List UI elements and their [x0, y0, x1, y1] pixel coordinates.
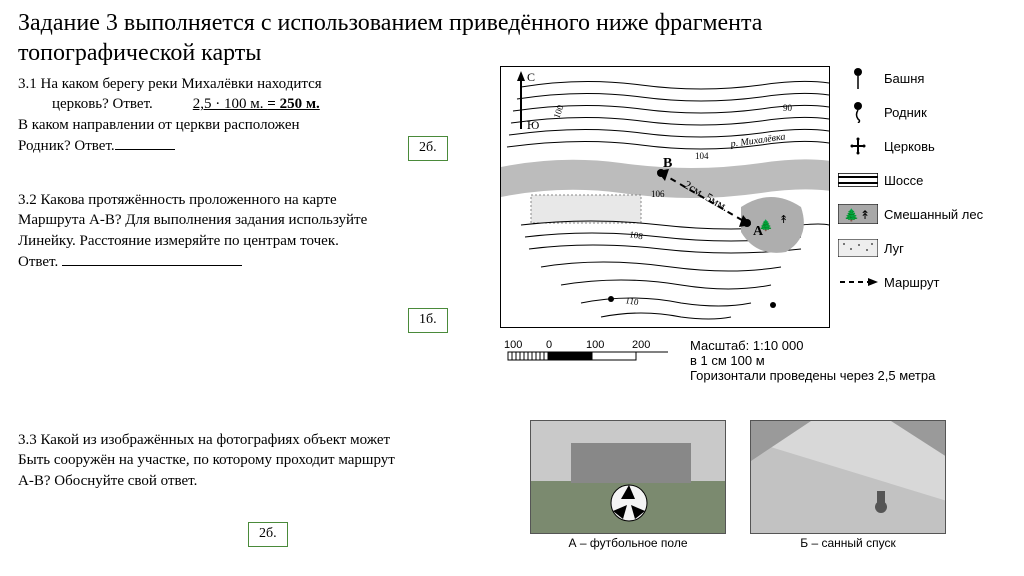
scale-text-1: Масштаб: 1:10 000	[690, 338, 935, 353]
svg-text:100: 100	[586, 339, 604, 351]
svg-text:↟: ↟	[779, 214, 788, 226]
q33-line2: Быть сооружён на участке, по которому пр…	[18, 450, 488, 470]
q31-line2: церковь? Ответ.2,5 · 100 м. = 250 м.	[52, 94, 473, 114]
q31-answer-b: = 250 м.	[267, 96, 320, 112]
photo-b-caption: Б – санный спуск	[750, 536, 946, 550]
compass-icon: С Ю	[517, 70, 539, 132]
mixed-forest-icon: 🌲↟	[838, 202, 878, 226]
photo-a-block: А – футбольное поле	[530, 420, 726, 550]
scale-area: 100 0 100 200 Масштаб: 1:10 000	[500, 338, 1010, 383]
q32-answer-blank	[62, 251, 242, 266]
river-label: р. Михалёвка	[729, 131, 786, 150]
score-box-q32: 1б.	[408, 308, 448, 333]
legend-route: Маршрут	[884, 275, 939, 290]
legend-spring: Родник	[884, 105, 927, 120]
tower-icon	[838, 66, 878, 90]
scale-bar: 100 0 100 200	[500, 338, 676, 371]
svg-text:108: 108	[629, 229, 645, 241]
exercise-title: Задание 3 выполняется с использованием п…	[18, 8, 778, 68]
svg-text:100: 100	[504, 339, 522, 351]
route-icon	[838, 270, 878, 294]
legend-forest: Смешанный лес	[884, 207, 983, 222]
svg-text:🌲: 🌲	[844, 208, 859, 222]
point-b-label: B	[663, 156, 672, 171]
legend-tower: Башня	[884, 71, 924, 86]
svg-text:90: 90	[783, 103, 793, 113]
q31-answer2-label: Родник? Ответ.	[18, 138, 115, 154]
q31-answer2-blank	[115, 135, 175, 150]
q31-line1: 3.1 На каком берегу реки Михалёвки наход…	[18, 74, 473, 94]
compass-s-label: Ю	[527, 118, 539, 132]
compass-n-label: С	[527, 70, 535, 84]
score-box-q31: 2б.	[408, 136, 448, 161]
svg-text:0: 0	[546, 339, 552, 351]
svg-text:110: 110	[625, 295, 640, 307]
q31-line4: Родник? Ответ.	[18, 135, 473, 156]
map-legend: Башня Родник Церковь Шоссе 🌲↟ Смешанный …	[838, 66, 1008, 304]
topographic-map: 🌲 ↟ С Ю B A 2см. 5мм. р. М	[500, 66, 830, 328]
question-3-1: 3.1 На каком берегу реки Михалёвки наход…	[18, 74, 473, 156]
q33-line1: 3.3 Какой из изображённых на фотографиях…	[18, 430, 488, 450]
q33-line3: А-В? Обоснуйте свой ответ.	[18, 471, 488, 491]
meadow-patch	[531, 195, 641, 223]
q32-line4: Ответ.	[18, 251, 473, 272]
q31-answer-label: церковь? Ответ.	[52, 96, 153, 112]
legend-meadow: Луг	[884, 241, 904, 256]
meadow-icon	[838, 236, 878, 260]
legend-church: Церковь	[884, 139, 935, 154]
svg-text:106: 106	[651, 189, 665, 199]
svg-text:104: 104	[695, 151, 709, 161]
photo-b	[750, 420, 946, 534]
svg-text:200: 200	[632, 339, 650, 351]
question-3-3: 3.3 Какой из изображённых на фотографиях…	[18, 430, 488, 491]
scale-text-2: в 1 см 100 м	[690, 353, 935, 368]
q32-answer-label: Ответ.	[18, 254, 62, 270]
point-a-label: A	[753, 224, 764, 239]
photo-a-caption: А – футбольное поле	[530, 536, 726, 550]
score-box-q33: 2б.	[248, 522, 288, 547]
scale-text-3: Горизонтали проведены через 2,5 метра	[690, 368, 935, 383]
legend-highway: Шоссе	[884, 173, 923, 188]
church-icon	[838, 134, 878, 158]
question-3-2: 3.2 Какова протяжённость проложенного на…	[18, 190, 473, 272]
q31-line3: В каком направлении от церкви расположен	[18, 115, 473, 135]
q32-line2: Маршрута А-В? Для выполнения задания исп…	[18, 210, 473, 230]
photo-a	[530, 420, 726, 534]
spring-icon	[838, 100, 878, 124]
q31-answer-a: 2,5 · 100 м.	[153, 96, 268, 112]
q32-line1: 3.2 Какова протяжённость проложенного на…	[18, 190, 473, 210]
photo-b-block: Б – санный спуск	[750, 420, 946, 550]
svg-text:↟: ↟	[860, 208, 870, 222]
highway-icon	[838, 168, 878, 192]
q32-line3: Линейку. Расстояние измеряйте по центрам…	[18, 231, 473, 251]
